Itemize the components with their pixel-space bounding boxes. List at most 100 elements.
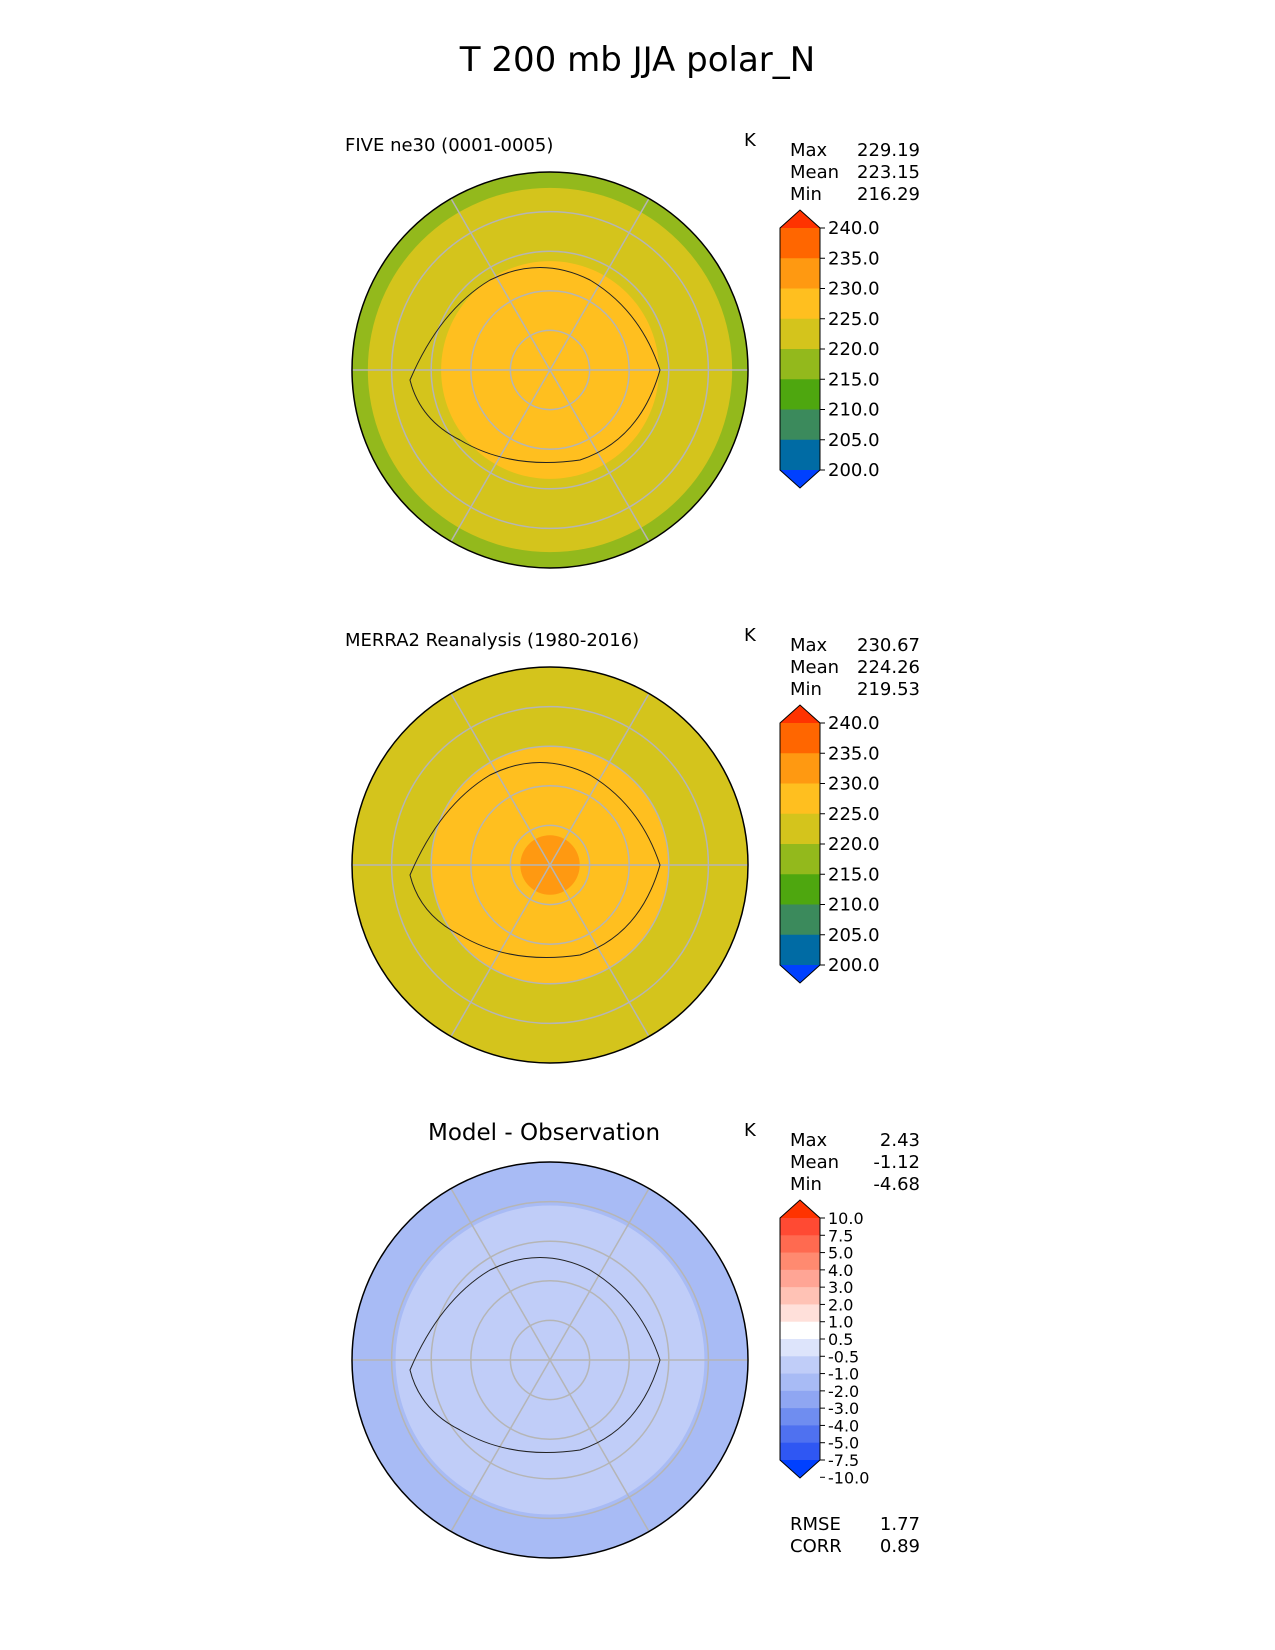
colorbar-segment: [780, 1321, 820, 1340]
colorbar-tick-label: 7.5: [828, 1226, 853, 1245]
figure-title: T 200 mb JJA polar_N: [459, 40, 816, 80]
panel-ref: MERRA2 Reanalysis (1980-2016) K Max 230.6…: [0, 625, 1275, 1095]
colorbar-tick-label: 230.0: [828, 774, 880, 795]
polar-map: [351, 171, 749, 569]
meridian-gridline: [450, 864, 551, 1037]
colorbar-segment: [780, 1218, 820, 1236]
stats-block: Max 2.43 Mean -1.12 Min -4.68: [790, 1130, 920, 1195]
map-boundary: [351, 171, 749, 569]
colorbar-tick-label: 5.0: [828, 1244, 853, 1263]
colorbar-tick-label: 215.0: [828, 369, 880, 390]
polar-map: [351, 1161, 749, 1559]
meridian-gridline: [450, 1359, 551, 1532]
colorbar-tick-label: 205.0: [828, 430, 880, 451]
meridian-gridline: [549, 693, 650, 866]
colorbar-tick-label: 205.0: [828, 925, 880, 946]
colorbar-tick-label: -0.5: [828, 1347, 859, 1366]
colorbar-tick-label: 3.0: [828, 1278, 853, 1297]
stats-block: Max 229.19 Mean 223.15 Min 216.29: [790, 140, 920, 205]
colorbar-segment: [780, 1252, 820, 1271]
colorbar-segment: [780, 409, 820, 441]
colorbar-tick-label: -1.0: [828, 1365, 859, 1384]
colorbar-segment: [780, 1442, 820, 1461]
colorbar: 10.07.55.04.03.02.01.00.5-0.5-1.0-2.0-3.…: [779, 1199, 869, 1487]
colorbar-segment: [780, 1390, 820, 1409]
colorbar-tick-label: -5.0: [828, 1434, 859, 1453]
colorbar-segment: [780, 934, 820, 966]
rmse-corr-block: RMSE 1.77 CORR 0.89: [790, 1514, 920, 1557]
colorbar-segment: [780, 813, 820, 845]
colorbar: 240.0 235.0 230.0 225.0 220.0 215.0 210.0 205.0…: [779, 704, 880, 984]
meridian-gridline: [450, 198, 551, 371]
colorbar-segment: [780, 1304, 820, 1323]
panel-test: FIVE ne30 (0001-0005) K Max 229.19 Mean 22…: [0, 130, 1275, 600]
colorbar-segment: [780, 379, 820, 410]
colorbar-segment: [780, 318, 820, 350]
meridian-gridline: [450, 693, 551, 866]
colorbar-segment: [780, 439, 820, 471]
polar-map: [351, 666, 749, 1064]
meridian-gridline: [549, 1359, 650, 1532]
colorbar-segment: [780, 470, 820, 488]
colorbar-segment: [780, 258, 820, 289]
meridian-gridline: [549, 864, 650, 1037]
map-boundary: [351, 666, 749, 1064]
meridian-gridline: [549, 1188, 650, 1361]
colorbar-segment: [780, 783, 820, 815]
colorbar-tick-label: 230.0: [828, 279, 880, 300]
colorbar-tick-label: 225.0: [828, 804, 880, 825]
panel-title: MERRA2 Reanalysis (1980-2016): [345, 630, 640, 651]
colorbar-tick-label: 240.0: [828, 713, 880, 734]
colorbar-tick-label: 220.0: [828, 339, 880, 360]
colorbar-tick-label: 2.0: [828, 1295, 853, 1314]
colorbar-segment: [780, 1235, 820, 1254]
colorbar-segment: [780, 965, 820, 983]
units-label: K: [744, 625, 756, 646]
colorbar-segment: [780, 844, 820, 875]
colorbar-tick-label: 210.0: [828, 895, 880, 916]
panel-diff: Model - Observation K Max 2.43 Mean -1.12 …: [0, 1120, 1275, 1590]
units-label: K: [744, 1120, 756, 1141]
meridian-gridline: [450, 1188, 551, 1361]
meridian-gridline: [450, 369, 551, 542]
meridian-gridline: [549, 198, 650, 371]
stats-block: Max 230.67 Mean 224.26 Min 219.53: [790, 635, 920, 700]
colorbar: 240.0 235.0 230.0 225.0 220.0 215.0 210.0 205.0…: [779, 209, 880, 489]
colorbar-tick-label: 1.0: [828, 1313, 853, 1332]
colorbar-segment: [780, 1356, 820, 1375]
colorbar-tick-label: 225.0: [828, 309, 880, 330]
colorbar-tick-label: 235.0: [828, 248, 880, 269]
colorbar-segment: [780, 210, 820, 228]
colorbar-segment: [780, 1200, 820, 1218]
colorbar-segment: [780, 904, 820, 936]
colorbar-segment: [780, 874, 820, 905]
colorbar-segment: [780, 1269, 820, 1288]
colorbar-tick-label: 0.5: [828, 1330, 853, 1349]
colorbar-tick-label: -2.0: [828, 1382, 859, 1401]
units-label: K: [744, 130, 756, 151]
colorbar-segment: [780, 753, 820, 784]
meridian-gridline: [549, 369, 650, 542]
coastline: [409, 1257, 661, 1453]
map-boundary: [351, 1161, 749, 1559]
colorbar-tick-label: -3.0: [828, 1399, 859, 1418]
colorbar-segment: [780, 1373, 820, 1392]
colorbar-tick-label: 220.0: [828, 834, 880, 855]
colorbar-tick-label: 200.0: [828, 955, 880, 976]
colorbar-segment: [780, 349, 820, 380]
coastline: [409, 762, 661, 958]
colorbar-tick-label: -7.5: [828, 1451, 859, 1470]
colorbar-tick-label: 240.0: [828, 218, 880, 239]
colorbar-segment: [780, 1460, 820, 1478]
colorbar-tick-label: 200.0: [828, 460, 880, 481]
panel-title: Model - Observation: [428, 1120, 661, 1146]
panel-title: FIVE ne30 (0001-0005): [345, 135, 554, 156]
colorbar-tick-label: 210.0: [828, 400, 880, 421]
colorbar-tick-label: 235.0: [828, 743, 880, 764]
colorbar-segment: [780, 1287, 820, 1305]
colorbar-segment: [780, 705, 820, 723]
colorbar-tick-label: 215.0: [828, 864, 880, 885]
colorbar-segment: [780, 288, 820, 320]
coastline: [409, 267, 661, 463]
colorbar-segment: [780, 1408, 820, 1426]
